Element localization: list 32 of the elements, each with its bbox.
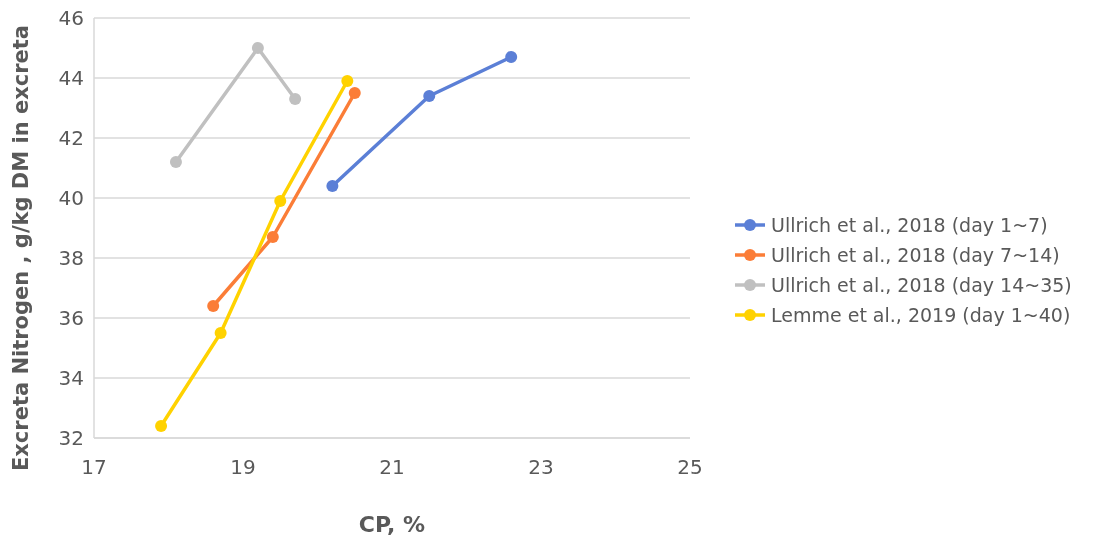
legend-label: Lemme et al., 2019 (day 1~40) [771,303,1071,326]
point [348,87,361,99]
y-tick-label: 46 [58,6,84,30]
point [251,42,264,54]
y-tick-label: 38 [58,246,84,270]
x-tick-label: 17 [81,455,107,479]
x-tick-label: 25 [677,455,703,479]
y-tick-label: 32 [58,426,84,450]
x-tick-label: 21 [379,455,405,479]
y-tick-label: 42 [58,126,84,150]
x-tick-label: 23 [528,455,554,479]
legend-label: Ullrich et al., 2018 (day 7~14) [771,243,1060,266]
y-tick-label: 40 [58,186,84,210]
x-axis-title: CP, % [358,512,426,537]
y-axis-title: Excreta Nitrogen , g/kg DM in excreta [9,24,33,472]
point [155,420,168,432]
point [274,195,287,207]
x-tick-label: 19 [230,455,256,479]
legend-label: Ullrich et al., 2018 (day 1~7) [771,213,1048,236]
point [423,90,436,102]
point [326,180,339,192]
y-tick-label: 44 [58,66,84,90]
point [169,156,182,168]
point [289,93,302,105]
point [505,51,518,63]
y-tick-label: 34 [58,366,84,390]
point [341,75,354,87]
y-tick-label: 36 [58,306,84,330]
legend-label: Ullrich et al., 2018 (day 14~35) [771,273,1072,296]
point [214,327,227,339]
point [266,231,279,243]
point [207,300,220,312]
